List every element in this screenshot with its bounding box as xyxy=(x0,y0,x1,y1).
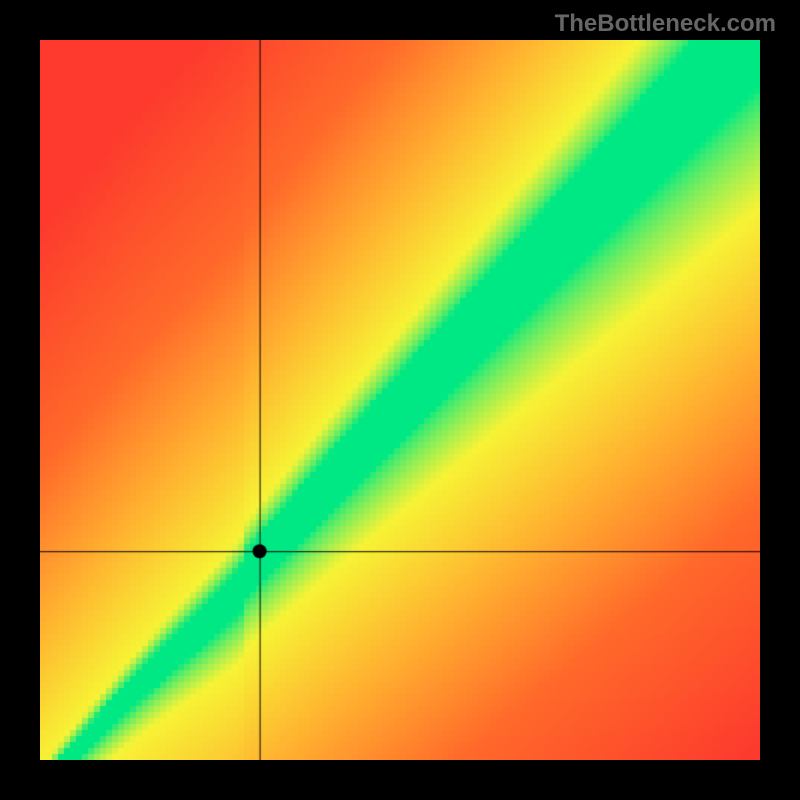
watermark-text: TheBottleneck.com xyxy=(555,10,776,38)
heatmap-canvas xyxy=(40,40,760,760)
heatmap-plot xyxy=(40,40,760,760)
